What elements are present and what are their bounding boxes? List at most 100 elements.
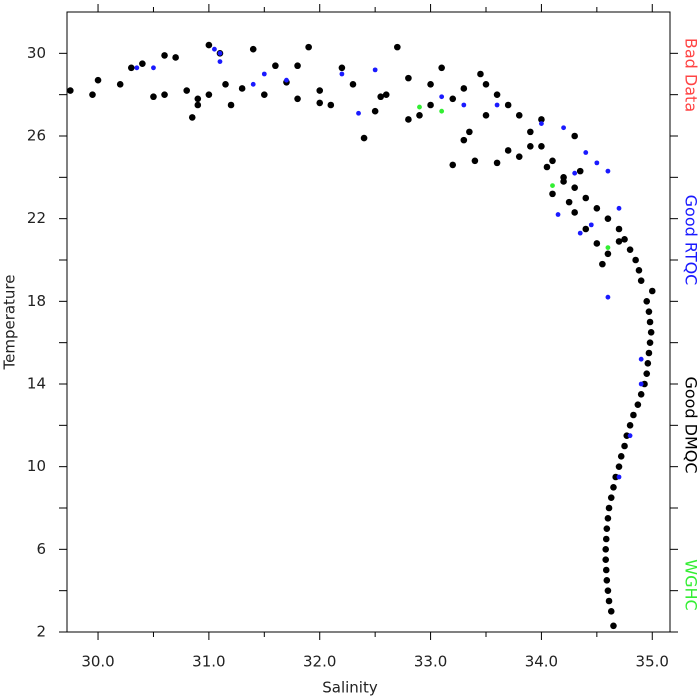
data-point bbox=[646, 318, 654, 326]
data-point bbox=[238, 85, 246, 92]
data-point bbox=[205, 91, 213, 98]
data-point bbox=[604, 215, 612, 222]
data-point bbox=[194, 95, 202, 103]
data-point bbox=[161, 52, 168, 59]
data-point bbox=[139, 60, 146, 67]
data-point bbox=[371, 107, 379, 115]
data-point bbox=[571, 184, 578, 191]
data-point bbox=[527, 143, 534, 150]
data-point bbox=[466, 128, 473, 136]
x-tick-label: 32.0 bbox=[303, 653, 336, 671]
data-point bbox=[405, 74, 412, 82]
data-point bbox=[316, 87, 324, 94]
data-point bbox=[482, 81, 490, 88]
data-point bbox=[172, 54, 179, 61]
data-point bbox=[637, 391, 645, 398]
data-point bbox=[150, 93, 157, 101]
data-point bbox=[360, 134, 368, 142]
data-point bbox=[604, 250, 612, 258]
data-point bbox=[327, 101, 335, 109]
data-point bbox=[632, 256, 639, 264]
data-point bbox=[477, 70, 484, 78]
data-point bbox=[543, 163, 551, 171]
data-point bbox=[602, 556, 610, 563]
data-point bbox=[588, 222, 594, 228]
data-point bbox=[576, 167, 584, 175]
data-point bbox=[626, 246, 634, 253]
data-point bbox=[599, 260, 606, 268]
data-point bbox=[377, 93, 384, 101]
data-point bbox=[549, 157, 556, 165]
data-point bbox=[627, 433, 633, 439]
data-point bbox=[250, 81, 256, 87]
data-point bbox=[582, 225, 590, 233]
data-point bbox=[493, 91, 501, 98]
data-point bbox=[305, 43, 312, 51]
data-point bbox=[427, 101, 434, 109]
data-point bbox=[284, 77, 289, 83]
data-point bbox=[643, 370, 651, 377]
data-point bbox=[604, 515, 612, 522]
data-point bbox=[161, 91, 168, 98]
legend-label: WGHC bbox=[682, 559, 700, 610]
data-point bbox=[605, 245, 611, 251]
data-point bbox=[565, 198, 573, 206]
data-point bbox=[417, 104, 422, 110]
data-point bbox=[616, 205, 622, 211]
data-point bbox=[603, 525, 611, 532]
data-point bbox=[217, 59, 223, 64]
data-point bbox=[560, 178, 567, 185]
data-point bbox=[194, 101, 202, 109]
data-point bbox=[630, 411, 637, 419]
data-point bbox=[438, 64, 445, 72]
y-axis-label: Temperature bbox=[1, 274, 19, 370]
legend-label: Bad Data bbox=[682, 38, 700, 112]
data-point bbox=[316, 99, 324, 107]
x-axis-label: Salinity bbox=[322, 679, 378, 697]
data-point bbox=[605, 597, 613, 605]
data-point bbox=[217, 50, 223, 56]
data-point bbox=[416, 112, 423, 119]
data-point bbox=[127, 64, 135, 72]
data-point bbox=[555, 212, 561, 217]
data-point bbox=[594, 160, 600, 166]
data-point bbox=[515, 112, 523, 119]
data-point bbox=[616, 474, 622, 480]
data-point bbox=[621, 236, 628, 243]
data-point bbox=[583, 150, 589, 155]
data-point bbox=[549, 190, 556, 198]
x-tick-label: 30.0 bbox=[81, 653, 114, 671]
y-tick-label: 10 bbox=[27, 457, 46, 475]
data-point bbox=[482, 112, 490, 119]
data-point bbox=[493, 159, 501, 167]
data-point bbox=[602, 535, 610, 543]
data-point bbox=[394, 43, 401, 51]
data-point bbox=[604, 587, 612, 594]
data-point bbox=[571, 132, 578, 140]
data-point bbox=[188, 114, 196, 121]
data-point bbox=[205, 41, 213, 49]
data-point bbox=[249, 45, 257, 53]
data-point bbox=[539, 121, 544, 126]
data-point bbox=[261, 71, 267, 77]
data-point bbox=[644, 360, 652, 367]
y-tick-label: 22 bbox=[27, 209, 46, 227]
data-point bbox=[338, 64, 346, 72]
data-point bbox=[227, 101, 235, 109]
y-tick-label: 30 bbox=[27, 44, 46, 62]
data-point bbox=[382, 91, 390, 98]
y-tick-label: 6 bbox=[36, 540, 46, 558]
data-point bbox=[593, 240, 601, 247]
data-point bbox=[515, 153, 523, 160]
data-point bbox=[116, 81, 124, 88]
data-point bbox=[449, 161, 457, 169]
data-point bbox=[151, 65, 156, 71]
data-point bbox=[261, 91, 268, 98]
data-point bbox=[605, 168, 611, 174]
y-tick-label: 2 bbox=[36, 623, 46, 641]
data-point bbox=[372, 67, 378, 73]
data-point bbox=[538, 143, 545, 150]
data-point bbox=[427, 81, 434, 88]
data-point bbox=[646, 339, 654, 346]
data-point bbox=[645, 308, 653, 315]
